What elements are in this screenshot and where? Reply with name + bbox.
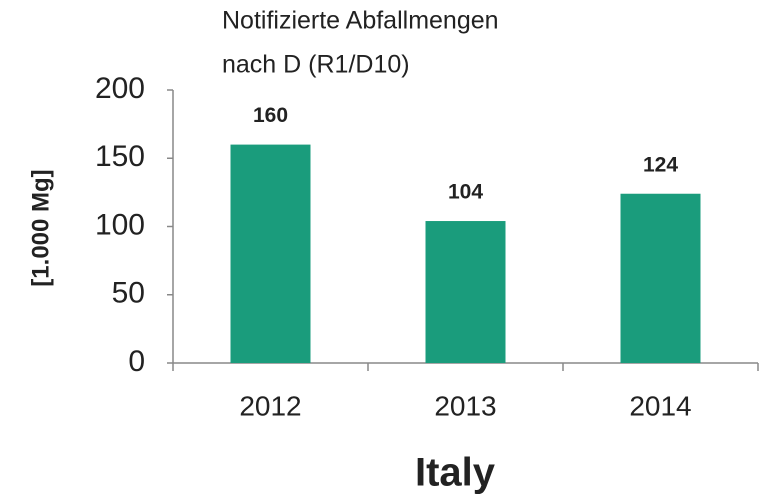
- x-tick-label: 2013: [434, 390, 496, 421]
- data-label: 160: [253, 104, 288, 127]
- x-tick-label: 2014: [629, 390, 691, 421]
- data-label: 104: [448, 181, 483, 204]
- x-tick-label: 2012: [239, 390, 301, 421]
- y-tick-label: 50: [112, 277, 145, 310]
- y-tick-label: 0: [128, 345, 145, 378]
- data-label: 124: [643, 153, 678, 176]
- bar: [620, 193, 701, 363]
- y-axis-label: [1.000 Mg]: [27, 169, 54, 286]
- bar: [230, 144, 311, 363]
- x-axis-label: Italy: [415, 451, 496, 495]
- y-tick-label: 200: [95, 72, 145, 105]
- chart-title: nach D (R1/D10): [222, 51, 410, 79]
- chart-title: Notifizierte Abfallmengen: [222, 7, 499, 35]
- y-tick-label: 150: [95, 140, 145, 173]
- bar: [425, 221, 506, 363]
- y-tick-label: 100: [95, 208, 145, 241]
